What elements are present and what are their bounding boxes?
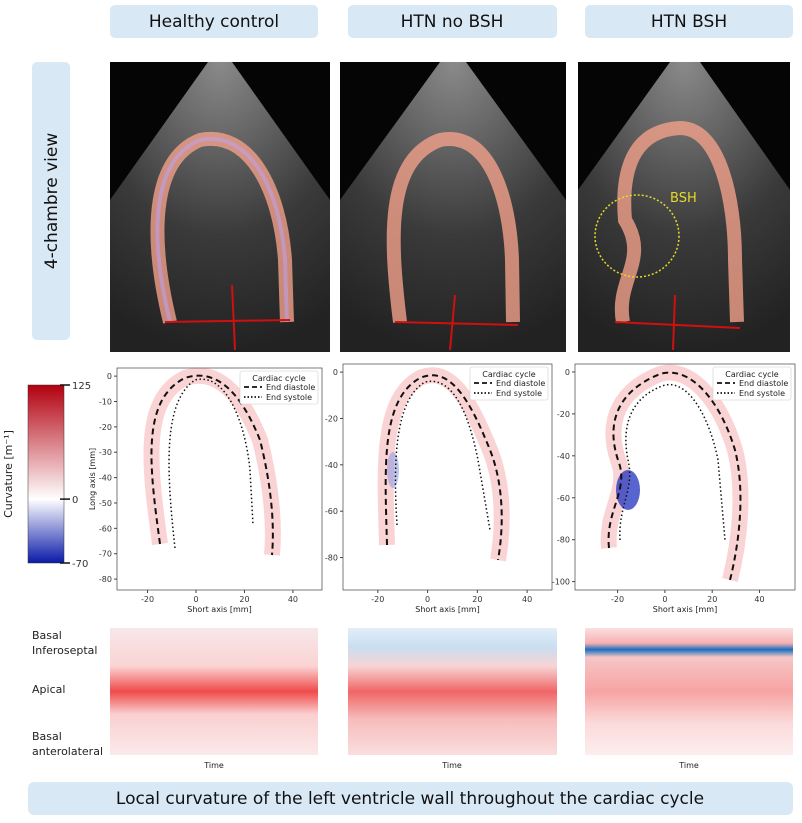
legend-entry: End systole	[266, 393, 312, 402]
heatmap	[348, 628, 557, 755]
x-tick-label: 0	[425, 595, 430, 604]
x-tick-label: 40	[754, 595, 764, 604]
y-tick-label: -80	[99, 575, 112, 584]
y-tick-label: 0	[107, 372, 112, 381]
plot-frame	[574, 363, 796, 591]
colorbar-title: Curvature [m⁻¹]	[2, 430, 15, 518]
heatmap-row-label: Apical	[32, 683, 65, 696]
y-tick-label: -20	[99, 423, 112, 432]
caption: Local curvature of the left ventricle wa…	[116, 789, 704, 809]
y-tick-label: -40	[557, 452, 570, 461]
column-header: HTN no BSH	[401, 12, 504, 32]
heatmap-xlabel: Time	[678, 761, 699, 770]
x-tick-label: 20	[472, 595, 482, 604]
legend-title: Cardiac cycle	[482, 370, 536, 379]
header-box	[110, 5, 318, 38]
legend-box	[712, 366, 792, 401]
y-tick-label: -20	[557, 410, 570, 419]
heatmap-row-label: Inferoseptal	[32, 644, 97, 657]
x-tick-label: 40	[288, 595, 298, 604]
echo-image	[578, 62, 790, 352]
heatmap-xlabel: Time	[441, 761, 462, 770]
plot-frame	[342, 363, 553, 591]
x-tick-label: -20	[371, 595, 384, 604]
header-box	[585, 5, 793, 38]
y-tick-label: -80	[557, 536, 570, 545]
heatmap-row-label: Basal	[32, 629, 62, 642]
caption-box	[28, 782, 793, 815]
heatmap-row-label: Basal	[32, 730, 62, 743]
y-tick-label: -60	[557, 494, 570, 503]
x-tick-label: -20	[141, 595, 154, 604]
echo-image	[340, 62, 566, 352]
legend-entry: End systole	[739, 389, 785, 398]
echo-annotation: BSH	[670, 191, 697, 206]
legend-entry: End diastole	[496, 379, 545, 388]
curve-group	[600, 364, 749, 582]
legend-box	[239, 370, 319, 405]
y-axis-label: Long axis [mm]	[88, 448, 97, 510]
y-tick-label: -60	[99, 524, 112, 533]
heatmap-row-label: anterolateral	[32, 745, 103, 758]
y-tick-label: -10	[99, 397, 112, 406]
y-tick-label: -80	[325, 554, 338, 563]
heatmap	[110, 628, 318, 755]
row-label-box	[32, 62, 70, 340]
curve-group	[377, 367, 510, 562]
x-tick-label: 0	[193, 595, 198, 604]
y-tick-label: -30	[99, 448, 112, 457]
legend-entry: End diastole	[266, 383, 315, 392]
x-tick-label: -20	[611, 595, 624, 604]
x-tick-label: 20	[239, 595, 249, 604]
curve-group	[143, 367, 281, 556]
x-axis-label: Short axis [mm]	[415, 605, 479, 614]
heatmap-xlabel: Time	[203, 761, 224, 770]
row-label: 4-chambre view	[42, 133, 62, 270]
x-tick-label: 0	[662, 595, 667, 604]
x-tick-label: 40	[522, 595, 532, 604]
legend-entry: End diastole	[739, 379, 788, 388]
heatmap	[585, 628, 793, 755]
y-tick-label: -40	[99, 474, 112, 483]
x-axis-label: Short axis [mm]	[187, 605, 251, 614]
y-tick-label: -70	[99, 550, 112, 559]
y-tick-label: -60	[325, 507, 338, 516]
y-tick-label: 0	[565, 368, 570, 377]
y-tick-label: -40	[325, 461, 338, 470]
y-tick-label: -20	[325, 414, 338, 423]
column-header: Healthy control	[149, 12, 279, 32]
legend-title: Cardiac cycle	[252, 374, 306, 383]
colorbar-tick-label: 125	[72, 381, 91, 392]
colorbar-tick-label: 0	[72, 495, 78, 506]
legend-title: Cardiac cycle	[725, 370, 779, 379]
x-tick-label: 20	[707, 595, 717, 604]
legend-entry: End systole	[496, 389, 542, 398]
header-box	[348, 5, 557, 38]
x-axis-label: Short axis [mm]	[653, 605, 717, 614]
column-header: HTN BSH	[651, 12, 727, 32]
y-tick-label: -50	[99, 499, 112, 508]
y-tick-label: 0	[333, 368, 338, 377]
echo-image	[110, 62, 330, 352]
colorbar	[27, 384, 65, 564]
y-tick-label: -100	[552, 578, 570, 587]
legend-box	[469, 366, 549, 401]
colorbar-tick-label: -70	[72, 559, 88, 570]
plot-frame	[116, 367, 323, 591]
